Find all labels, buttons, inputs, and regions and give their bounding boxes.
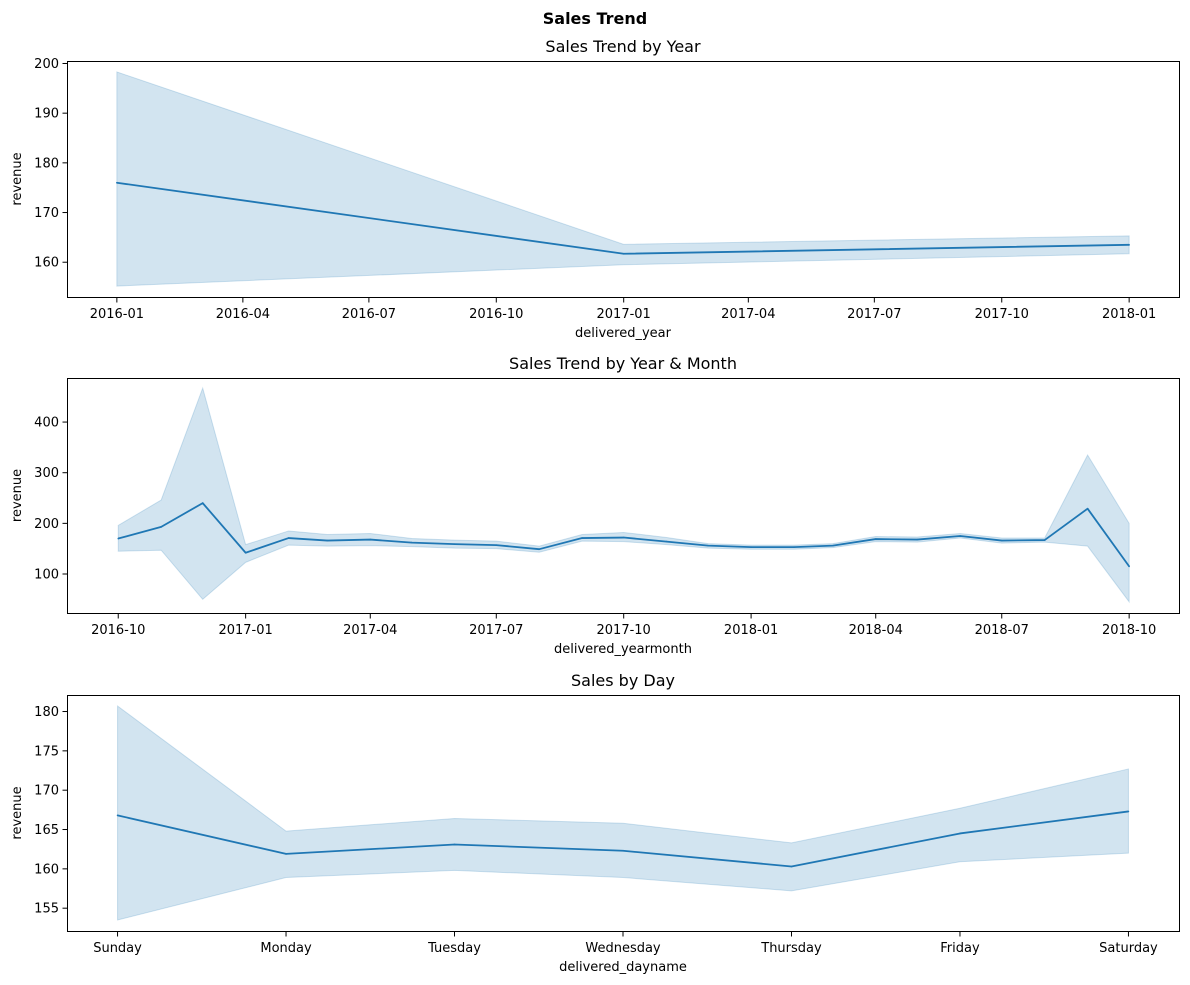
y-axis-label: revenue bbox=[10, 786, 25, 839]
y-tick-label: 170 bbox=[34, 784, 59, 799]
data-point bbox=[581, 537, 583, 539]
data-point bbox=[453, 543, 456, 545]
y-axis-label: revenue bbox=[10, 469, 25, 522]
data-point bbox=[201, 502, 204, 504]
x-tick-label: 2017-10 bbox=[597, 623, 651, 638]
y-tick-label: 170 bbox=[34, 206, 59, 221]
y-tick-label: 175 bbox=[34, 744, 59, 759]
data-point bbox=[411, 541, 413, 544]
data-point bbox=[287, 537, 290, 539]
data-point bbox=[453, 843, 456, 846]
x-tick-label: 2018-07 bbox=[975, 623, 1029, 638]
y-tick-label: 300 bbox=[34, 466, 59, 481]
x-tick-label: 2017-10 bbox=[975, 307, 1029, 322]
data-point bbox=[707, 544, 709, 547]
x-tick-label: 2018-01 bbox=[1102, 307, 1156, 322]
chart-yearmonth: 2016-10 2017-01 2017-04 2017-07 2017-10 2018-… bbox=[10, 354, 1180, 657]
x-tick-label: 2018-01 bbox=[724, 623, 778, 638]
data-point bbox=[116, 814, 119, 817]
x-axis-label: delivered_yearmonth bbox=[554, 642, 692, 657]
data-point bbox=[750, 546, 752, 548]
data-point bbox=[117, 537, 120, 540]
data-point bbox=[1128, 244, 1130, 246]
axes-frame bbox=[67, 378, 1180, 614]
x-tick-label: Tuesday bbox=[427, 941, 481, 956]
data-point bbox=[874, 538, 877, 540]
data-point bbox=[622, 252, 625, 255]
x-tick-label: 2018-10 bbox=[1102, 623, 1156, 638]
y-tick-label: 190 bbox=[34, 107, 59, 122]
data-point bbox=[790, 865, 793, 868]
x-tick-label: 2016-01 bbox=[90, 307, 144, 322]
data-point bbox=[1128, 565, 1130, 568]
data-point bbox=[793, 546, 795, 548]
data-point bbox=[832, 544, 834, 547]
data-point bbox=[622, 536, 625, 539]
y-tick-label: 160 bbox=[34, 256, 59, 271]
data-point bbox=[1000, 539, 1003, 542]
y-axis-label: revenue bbox=[10, 152, 25, 205]
data-point bbox=[495, 544, 498, 546]
y-tick-label: 180 bbox=[34, 156, 59, 171]
chart-title: Sales by Day bbox=[571, 671, 675, 690]
chart-title: Sales Trend by Year & Month bbox=[509, 354, 737, 373]
y-tick-label: 400 bbox=[34, 416, 59, 431]
data-point bbox=[285, 853, 287, 855]
data-point bbox=[160, 526, 162, 528]
x-tick-label: 2016-07 bbox=[342, 307, 396, 322]
data-point bbox=[244, 551, 247, 554]
confidence-band bbox=[117, 705, 1129, 921]
y-tick-label: 200 bbox=[34, 517, 59, 532]
y-tick-label: 160 bbox=[34, 862, 59, 877]
x-tick-label: Saturday bbox=[1099, 941, 1158, 956]
y-tick-label: 200 bbox=[34, 57, 59, 72]
x-axis-label: delivered_dayname bbox=[559, 960, 687, 975]
x-tick-label: Sunday bbox=[93, 941, 142, 956]
x-tick-label: Friday bbox=[940, 941, 980, 956]
data-point bbox=[538, 548, 541, 550]
data-point bbox=[959, 832, 961, 835]
x-tick-label: Wednesday bbox=[585, 941, 661, 956]
x-tick-label: 2017-07 bbox=[847, 307, 901, 322]
data-point bbox=[326, 539, 329, 542]
confidence-band bbox=[117, 386, 1130, 604]
chart-year: 2016-01 2016-04 2016-07 2016-10 2017-01 2017-… bbox=[10, 37, 1180, 341]
x-tick-label: 2016-10 bbox=[91, 623, 145, 638]
data-point bbox=[1086, 507, 1089, 510]
data-point bbox=[369, 538, 372, 541]
x-tick-label: 2017-01 bbox=[218, 623, 272, 638]
x-tick-label: 2017-04 bbox=[721, 307, 775, 322]
x-tick-label: 2018-04 bbox=[849, 623, 903, 638]
chart-day: Sunday Monday Tuesday Wednesday Thursday Frid… bbox=[10, 671, 1180, 975]
x-tick-label: Monday bbox=[260, 941, 312, 956]
data-point bbox=[116, 181, 118, 184]
data-point bbox=[916, 538, 919, 541]
x-axis-label: delivered_year bbox=[575, 326, 672, 341]
data-point bbox=[665, 540, 668, 543]
y-tick-label: 100 bbox=[34, 568, 59, 583]
x-tick-label: 2017-04 bbox=[343, 623, 397, 638]
x-tick-label: 2016-10 bbox=[469, 307, 523, 322]
data-point bbox=[1043, 539, 1046, 541]
y-tick-label: 180 bbox=[34, 705, 59, 720]
data-point bbox=[959, 535, 961, 537]
x-tick-label: Thursday bbox=[760, 941, 822, 956]
x-tick-label: 2017-07 bbox=[469, 623, 523, 638]
y-tick-label: 155 bbox=[34, 902, 59, 917]
y-tick-label: 165 bbox=[34, 823, 59, 838]
x-tick-label: 2016-04 bbox=[216, 307, 270, 322]
x-tick-label: 2017-01 bbox=[597, 307, 651, 322]
data-point bbox=[622, 849, 624, 852]
data-point bbox=[1127, 810, 1130, 813]
confidence-band bbox=[116, 71, 1130, 287]
figure-title: Sales Trend bbox=[543, 9, 648, 28]
chart-title: Sales Trend by Year bbox=[545, 37, 701, 56]
